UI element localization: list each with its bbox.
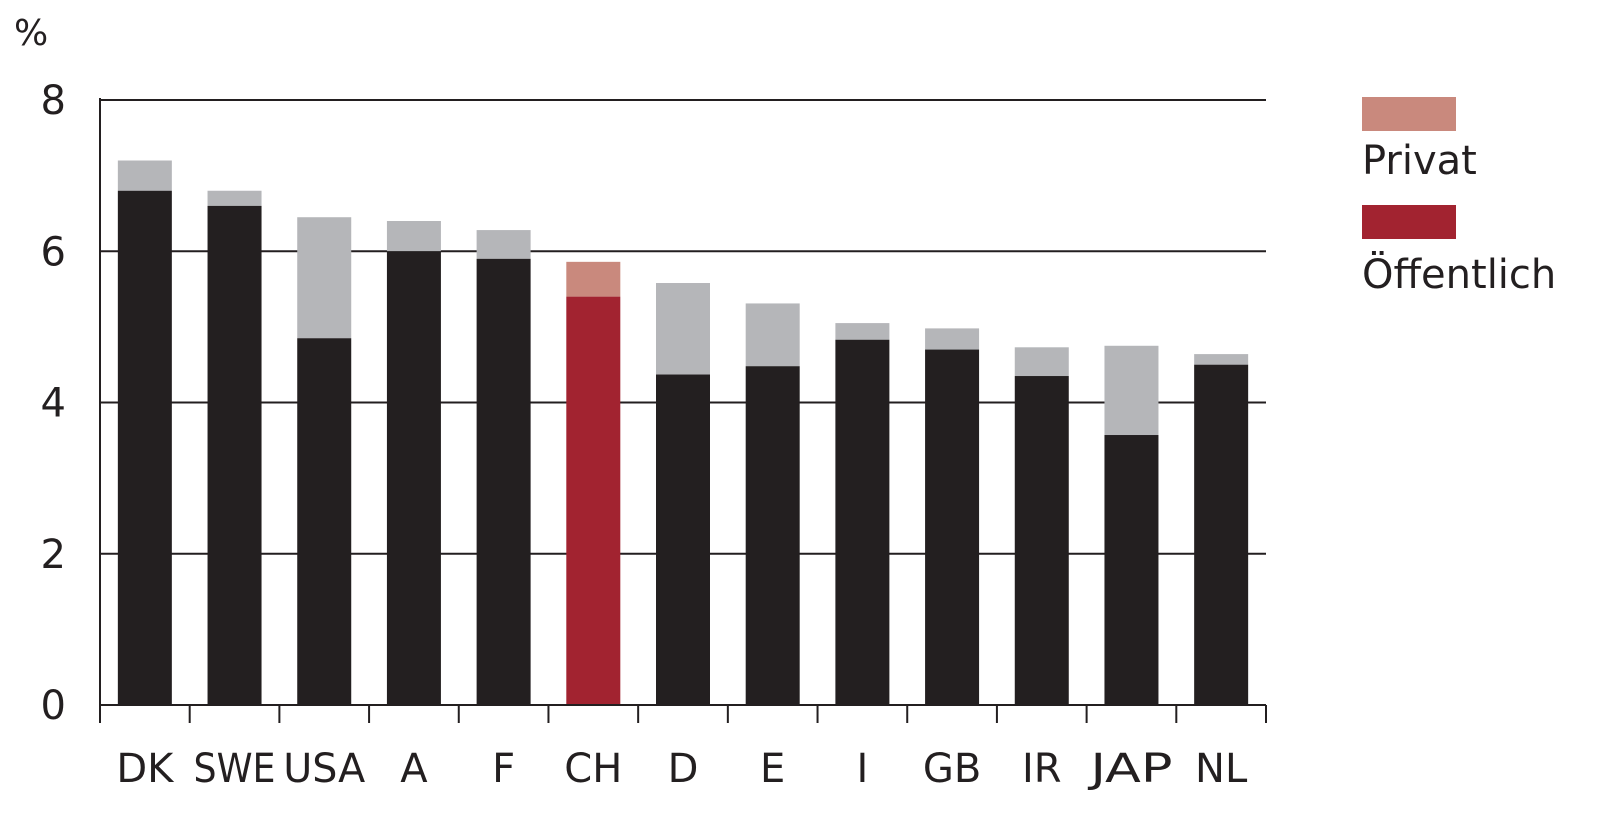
- x-tick-label-ir: IR: [1022, 746, 1062, 792]
- bar-segment-oeffentlich-f: [476, 258, 531, 705]
- bar-segment-privat-ir: [1014, 347, 1069, 377]
- bar-segment-oeffentlich-a: [386, 251, 441, 705]
- bar-segment-oeffentlich-usa: [297, 338, 352, 705]
- bar-segment-oeffentlich-swe: [207, 205, 262, 705]
- bar-segment-privat-usa: [297, 217, 352, 339]
- y-tick-labels: 0 2 4 6 8: [41, 78, 66, 729]
- bar-segment-oeffentlich-ir: [1014, 376, 1069, 705]
- x-tick-label-a: A: [400, 746, 428, 792]
- x-tick-label-dk: DK: [116, 746, 175, 792]
- bar-segment-privat-gb: [925, 328, 980, 350]
- bars: [117, 160, 1249, 705]
- x-tick-label-f: F: [492, 746, 515, 792]
- bar-segment-oeffentlich-dk: [117, 190, 172, 705]
- y-axis-unit-label: %: [14, 13, 48, 54]
- y-tick-label: 6: [41, 229, 66, 275]
- bar-segment-oeffentlich-i: [835, 339, 890, 705]
- bar-segment-oeffentlich-e: [745, 366, 800, 705]
- bar-segment-privat-dk: [117, 160, 172, 191]
- legend-label-privat: Privat: [1362, 138, 1477, 184]
- bar-segment-oeffentlich-jap: [1104, 435, 1159, 705]
- legend-label-oeffentlich: Öffentlich: [1362, 250, 1556, 298]
- x-tick-label-gb: GB: [923, 746, 981, 792]
- x-tick-label-jap: JAP: [1087, 746, 1173, 792]
- x-tick-labels: DK SWE USA A F CH D E I GB IR JAP NL: [116, 746, 1248, 792]
- x-tick-label-nl: NL: [1195, 746, 1248, 792]
- x-tick-label-ch: CH: [564, 746, 622, 792]
- legend: Privat Öffentlich: [1362, 97, 1556, 298]
- bar-segment-privat-a: [386, 221, 441, 252]
- bar-segment-privat-ch: [566, 261, 621, 297]
- bar-segment-privat-f: [476, 230, 531, 259]
- y-tick-label: 8: [41, 78, 66, 124]
- x-tick-label-swe: SWE: [194, 746, 276, 792]
- x-tick-label-usa: USA: [283, 746, 366, 792]
- legend-swatch-privat: [1362, 97, 1456, 131]
- y-tick-label: 0: [41, 683, 66, 729]
- bar-segment-oeffentlich-nl: [1194, 364, 1249, 705]
- x-tick-label-e: E: [760, 746, 785, 792]
- bar-segment-privat-e: [745, 303, 800, 367]
- x-tick-label-i: I: [856, 746, 868, 792]
- bar-segment-privat-d: [656, 283, 710, 375]
- bar-segment-oeffentlich-d: [656, 374, 710, 705]
- bar-segment-privat-jap: [1104, 345, 1159, 436]
- y-tick-label: 4: [41, 381, 66, 427]
- bar-segment-oeffentlich-gb: [925, 349, 980, 705]
- axes: [99, 98, 1267, 723]
- x-tick-label-d: D: [668, 746, 699, 792]
- bar-segment-privat-i: [835, 323, 890, 340]
- y-tick-label: 2: [41, 532, 66, 578]
- legend-swatch-oeffentlich: [1362, 205, 1456, 239]
- bar-segment-privat-nl: [1194, 354, 1249, 365]
- bar-segment-privat-swe: [207, 190, 262, 206]
- bar-segment-oeffentlich-ch: [566, 296, 621, 705]
